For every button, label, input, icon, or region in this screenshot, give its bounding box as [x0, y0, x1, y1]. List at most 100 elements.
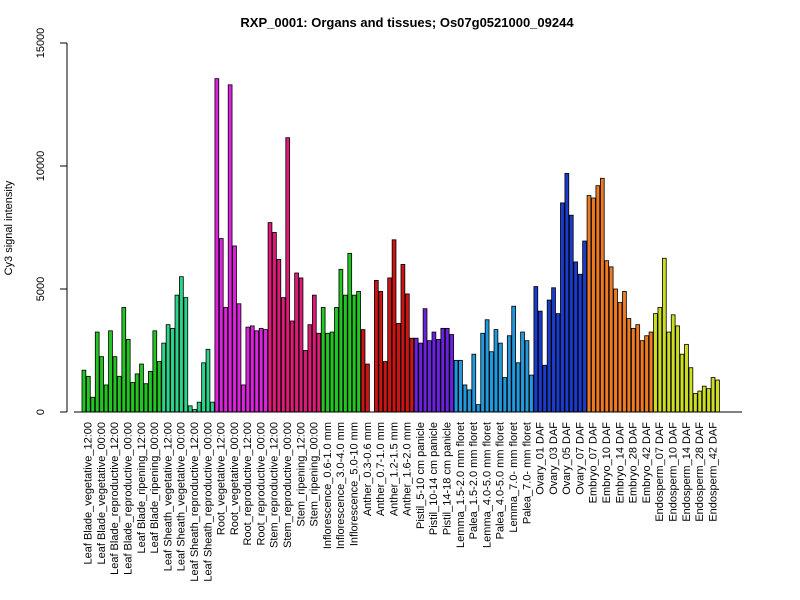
- bar: [662, 257, 667, 413]
- bar: [316, 332, 322, 413]
- bar: [139, 363, 144, 413]
- x-category-label: Palea_1.5-2.0 mm floret: [468, 422, 480, 539]
- bar: [170, 327, 175, 413]
- bar: [227, 84, 233, 413]
- x-category-label: Ovary_07 DAF: [574, 422, 586, 495]
- x-category-label: Root_reproductive_12:00: [242, 422, 254, 546]
- bar: [351, 294, 357, 413]
- bar: [405, 293, 410, 413]
- bar: [210, 401, 215, 413]
- bar: [617, 302, 623, 413]
- bar: [529, 374, 534, 413]
- bar: [342, 294, 348, 413]
- bar: [506, 335, 512, 413]
- bar: [586, 195, 592, 413]
- x-category-label: Palea_4.0-5.0 mm floret: [495, 422, 507, 539]
- bar: [564, 172, 570, 413]
- x-category-label: Leaf Blade_reproductive_12:00: [109, 422, 121, 575]
- bar: [90, 396, 96, 413]
- bar: [112, 356, 118, 413]
- bar: [484, 319, 490, 413]
- bar: [121, 307, 127, 413]
- bar: [688, 367, 694, 413]
- bar: [267, 222, 273, 413]
- x-category-label: Anther_1.2-1.5 mm: [388, 422, 400, 516]
- x-category-label: Leaf Sheath_reproductive_00:00: [202, 422, 214, 582]
- bar: [161, 342, 166, 413]
- x-category-label: Leaf Blade_ripening_00:00: [149, 422, 161, 554]
- bar: [156, 361, 162, 413]
- bar: [657, 307, 663, 413]
- bar: [613, 288, 618, 413]
- bar: [577, 273, 583, 413]
- bar: [174, 294, 180, 413]
- bar: [334, 307, 339, 413]
- bar: [201, 362, 206, 413]
- bar: [125, 339, 131, 413]
- x-category-label: Stem_ripening_00:00: [309, 422, 321, 527]
- bar: [449, 334, 454, 413]
- bar: [183, 297, 189, 413]
- x-category-label: Anther_1.6-2.0 mm: [402, 422, 414, 516]
- bar: [320, 307, 326, 413]
- x-category-label: Leaf Sheath_reproductive_12:00: [189, 422, 201, 582]
- bar: [453, 359, 459, 413]
- bar: [249, 325, 255, 413]
- chart-title: RXP_0001: Organs and tissues; Os07g05210…: [240, 15, 574, 30]
- bar: [599, 177, 605, 413]
- bar: [418, 342, 423, 413]
- bar: [272, 232, 277, 413]
- bars: [81, 78, 720, 413]
- bar: [555, 313, 561, 413]
- x-category-label: Embryo_28 DAF: [628, 422, 640, 504]
- x-category-label: Leaf Blade_ripening_12:00: [136, 422, 148, 554]
- x-category-label: Root_vegetative_00:00: [229, 422, 241, 535]
- x-category-label: Endosperm_14 DAF: [681, 422, 693, 522]
- bar: [378, 291, 384, 413]
- x-category-label: Stem_ripening_12:00: [295, 422, 307, 527]
- bar: [546, 299, 552, 413]
- x-category-label: Ovary_05 DAF: [561, 422, 573, 495]
- bar: [444, 327, 450, 413]
- x-category-label: Embryo_14 DAF: [614, 422, 626, 504]
- bar: [551, 287, 556, 413]
- x-category-label: Anther_0.7-1.0 mm: [375, 422, 387, 516]
- x-category-label: Endosperm_42 DAF: [707, 422, 719, 522]
- bar: [467, 389, 472, 413]
- bar: [117, 375, 122, 413]
- x-category-label: Ovary_01 DAF: [535, 422, 547, 495]
- bar: [374, 279, 379, 413]
- bar: [630, 327, 636, 413]
- bar: [254, 330, 260, 413]
- x-category-label: Endosperm_07 DAF: [654, 422, 666, 522]
- bar: [391, 239, 397, 413]
- bar: [307, 324, 313, 413]
- y-tick-label: 5000: [35, 277, 47, 301]
- bar: [520, 331, 525, 413]
- bar: [263, 329, 268, 413]
- bar: [276, 259, 282, 413]
- bar: [502, 377, 508, 413]
- bar: [626, 318, 632, 413]
- bar: [148, 371, 153, 413]
- bar: [294, 272, 299, 413]
- x-category-label: Leaf Sheath_vegetative_00:00: [176, 422, 188, 571]
- bar: [568, 214, 574, 413]
- bar: [387, 277, 392, 413]
- bar: [360, 329, 366, 413]
- bar: [431, 331, 437, 413]
- x-category-label: Lemma_4.0-5.0 mm floret: [481, 422, 493, 548]
- bar: [236, 303, 242, 413]
- bar: [223, 307, 229, 413]
- y-axis: 0 5000 10000 15000: [35, 28, 68, 415]
- bar: [436, 339, 441, 413]
- x-category-label: Stem_reproductive_12:00: [269, 422, 281, 548]
- y-axis-label: Cy3 signal intensity: [3, 180, 15, 275]
- x-category-label: Endosperm_28 DAF: [694, 422, 706, 522]
- x-category-label: Leaf Sheath_vegetative_12:00: [162, 422, 174, 571]
- bar: [697, 390, 703, 413]
- bar: [595, 185, 601, 413]
- x-category-label: Inflorescence_3.0-4.0 mm: [335, 422, 347, 549]
- bar: [511, 305, 516, 413]
- bar: [560, 202, 565, 413]
